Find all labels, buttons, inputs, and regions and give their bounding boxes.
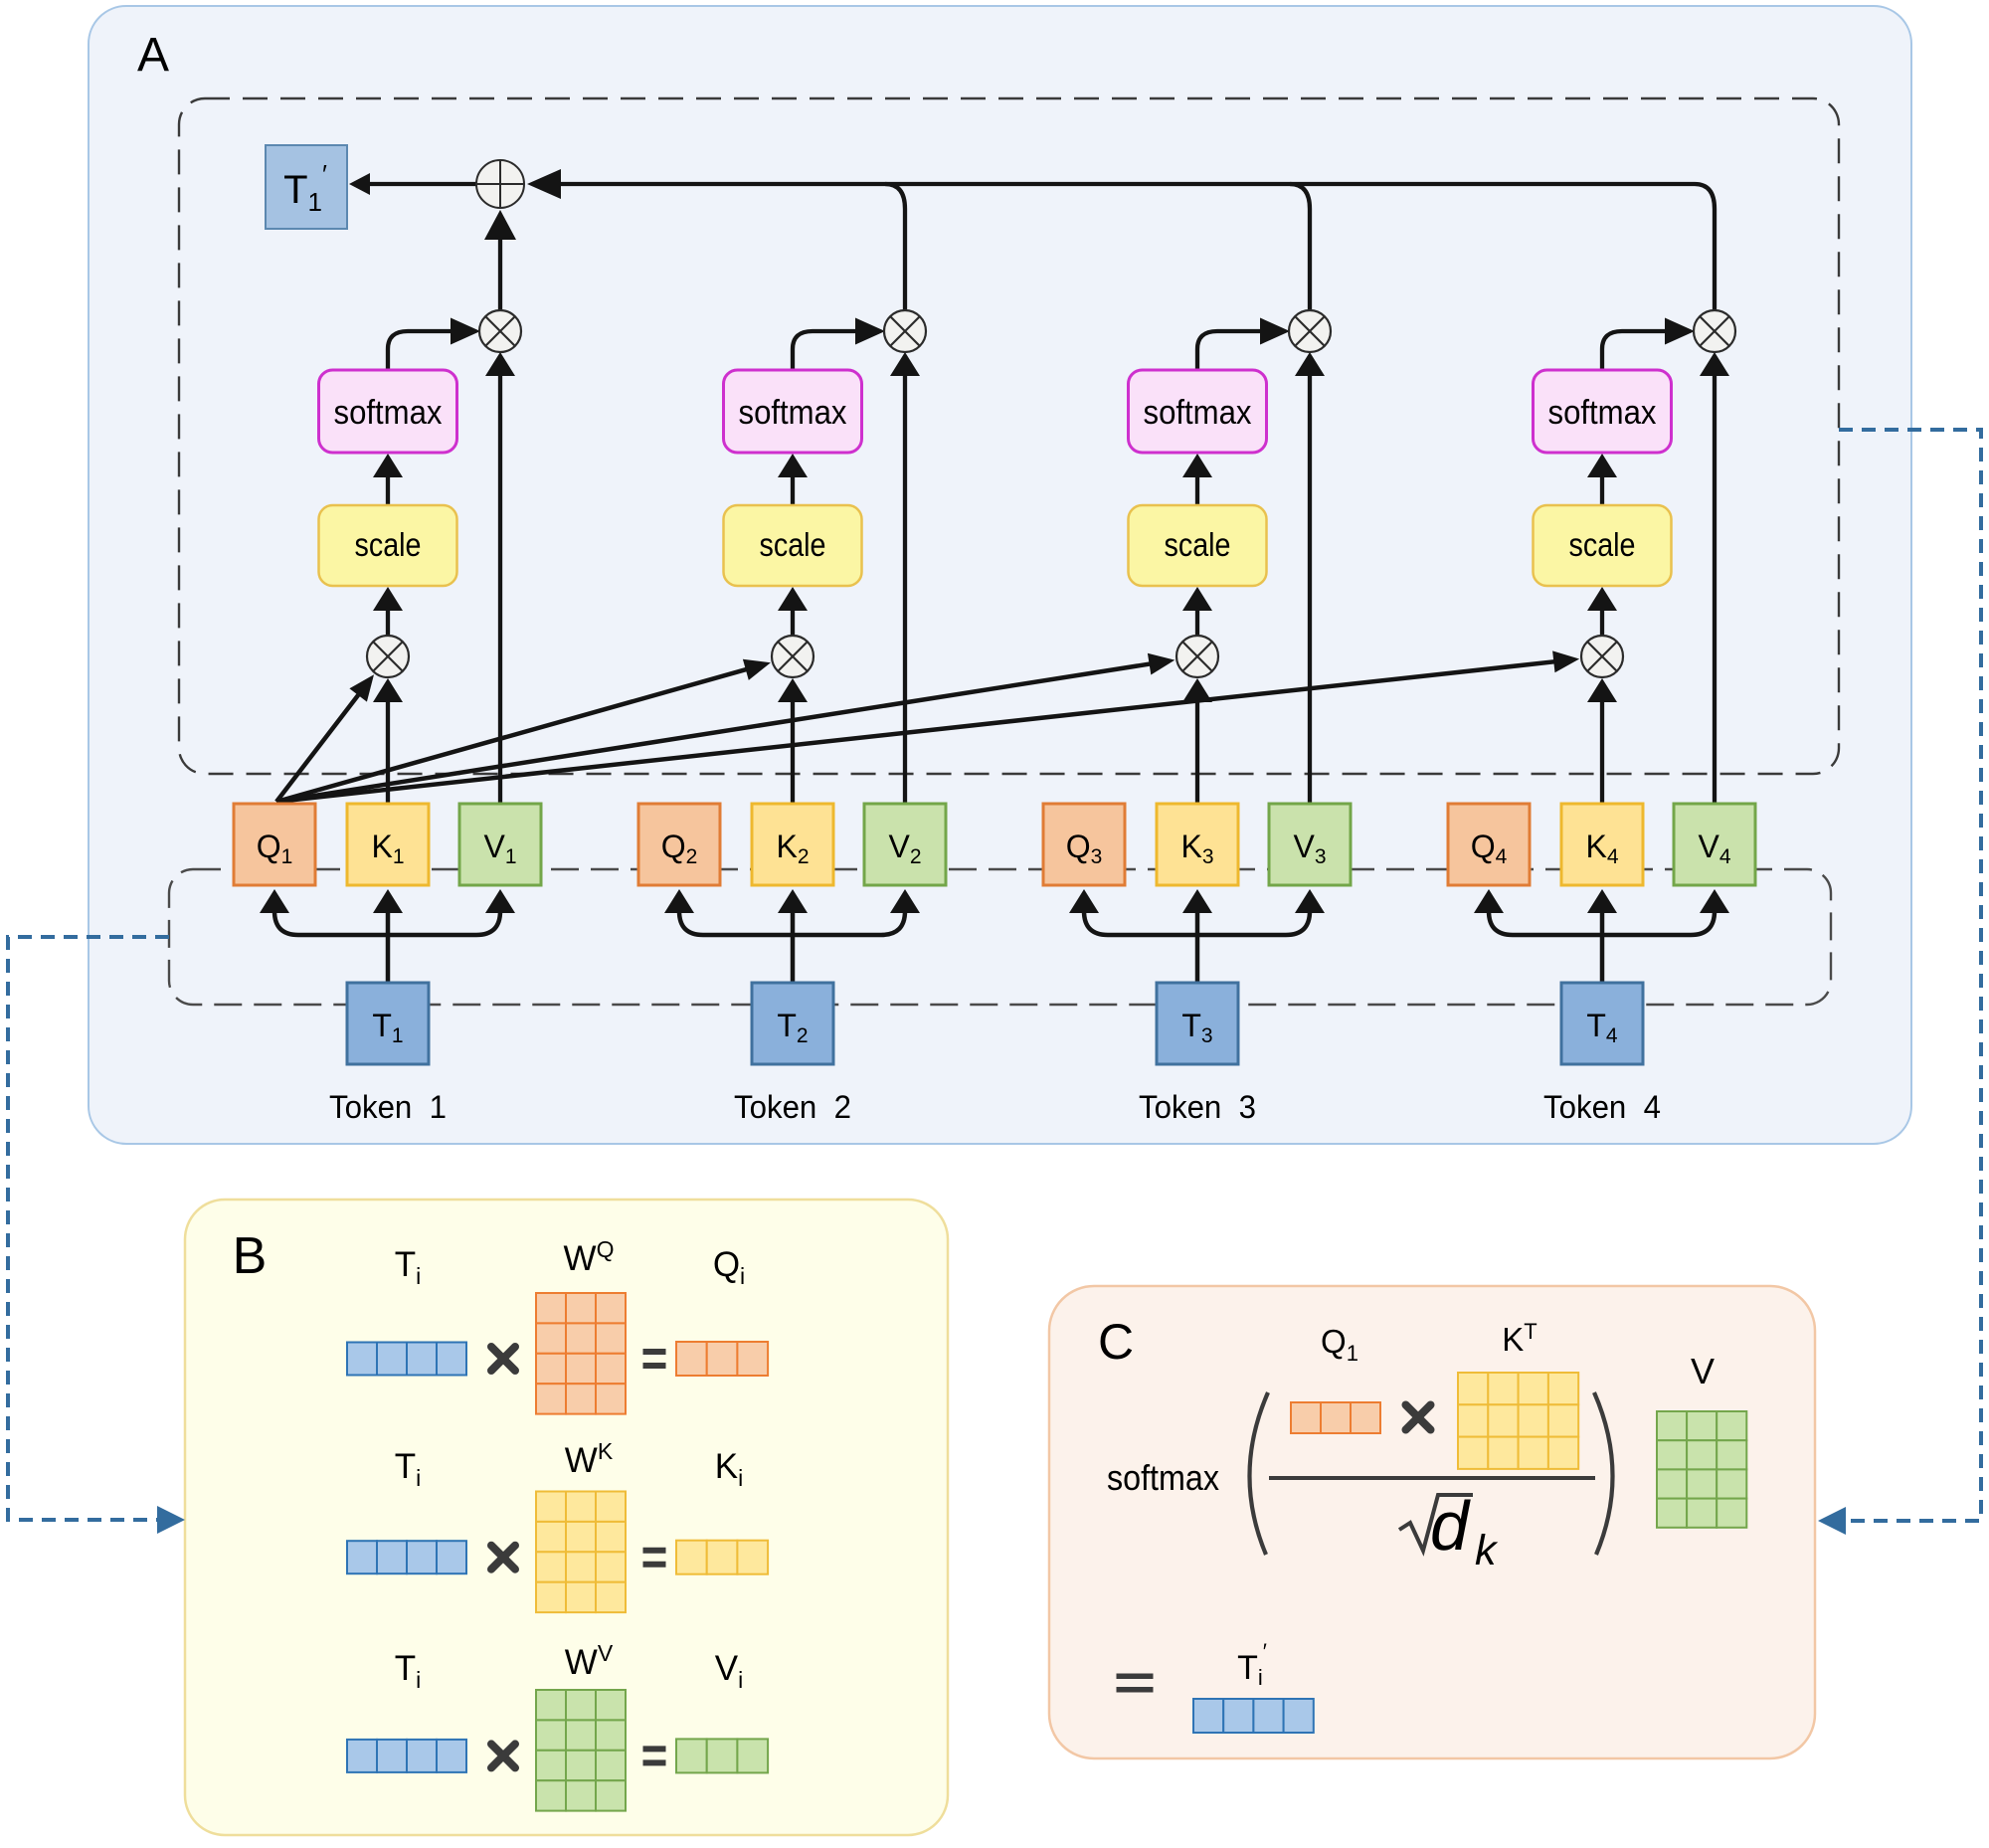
svg-text:T4: T4 <box>1586 1008 1618 1047</box>
svg-text:V3: V3 <box>1293 829 1326 868</box>
svg-text:Token 2: Token 2 <box>734 1089 851 1125</box>
svg-text:Token 1: Token 1 <box>329 1089 447 1125</box>
svg-text:V1: V1 <box>483 829 516 868</box>
svg-text:C: C <box>1098 1314 1134 1370</box>
svg-text:Token 3: Token 3 <box>1139 1089 1256 1125</box>
svg-text:Token 4: Token 4 <box>1543 1089 1661 1125</box>
svg-text:scale: scale <box>355 526 422 563</box>
svg-text:V: V <box>1691 1351 1715 1391</box>
svg-text:softmax: softmax <box>334 394 443 432</box>
svg-text:softmax: softmax <box>1144 394 1252 432</box>
svg-text:K1: K1 <box>371 829 404 868</box>
svg-text:scale: scale <box>760 526 826 563</box>
svg-text:Q1: Q1 <box>1321 1323 1358 1366</box>
svg-text:WQ: WQ <box>564 1236 615 1278</box>
svg-text:scale: scale <box>1569 526 1636 563</box>
svg-text:scale: scale <box>1165 526 1231 563</box>
svg-text:softmax: softmax <box>739 394 847 432</box>
svg-text:B: B <box>233 1227 268 1285</box>
svg-text:d: d <box>1430 1487 1471 1565</box>
svg-text:softmax: softmax <box>1548 394 1657 432</box>
svg-text:k: k <box>1475 1527 1499 1574</box>
svg-text:KT: KT <box>1502 1319 1537 1358</box>
svg-text:Qi: Qi <box>713 1245 745 1289</box>
svg-text:T3: T3 <box>1181 1008 1212 1047</box>
svg-text:WV: WV <box>565 1640 614 1682</box>
svg-text:Q4: Q4 <box>1471 829 1508 868</box>
svg-text:A: A <box>137 29 169 82</box>
svg-text:softmax: softmax <box>1107 1457 1219 1498</box>
